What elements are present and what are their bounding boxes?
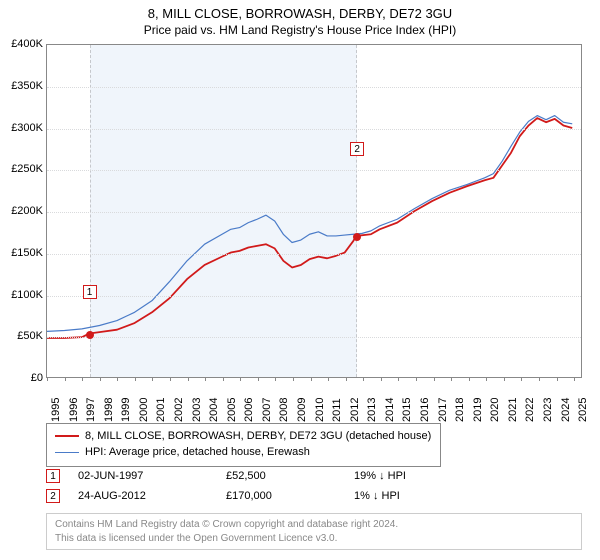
sale-point [86, 331, 94, 339]
x-axis-label: 1996 [68, 398, 80, 422]
y-axis-label: £200K [3, 205, 43, 217]
x-axis-label: 2017 [437, 398, 449, 422]
series-hpi [47, 116, 572, 332]
y-axis-label: £400K [3, 38, 43, 50]
x-axis-label: 1998 [103, 398, 115, 422]
sales-row: 1 02-JUN-1997 £52,500 19% ↓ HPI [46, 466, 454, 486]
sale-marker-cell: 1 [46, 469, 60, 483]
y-axis-label: £150K [3, 247, 43, 259]
chart-lines-svg [47, 45, 581, 377]
x-axis-label: 2004 [208, 398, 220, 422]
x-axis-label: 2019 [472, 398, 484, 422]
sale-date: 02-JUN-1997 [78, 470, 208, 482]
x-axis-label: 2007 [261, 398, 273, 422]
legend-item: 8, MILL CLOSE, BORROWASH, DERBY, DE72 3G… [55, 428, 432, 444]
x-axis-label: 2011 [331, 398, 343, 422]
x-axis-label: 2021 [507, 398, 519, 422]
x-axis-label: 2006 [243, 398, 255, 422]
legend-label: HPI: Average price, detached house, Erew… [85, 446, 310, 458]
footer-line1: Contains HM Land Registry data © Crown c… [55, 518, 573, 532]
footer-line2: This data is licensed under the Open Gov… [55, 532, 573, 546]
x-axis-label: 2016 [419, 398, 431, 422]
x-axis-label: 2010 [314, 398, 326, 422]
x-axis-label: 2023 [542, 398, 554, 422]
legend-swatch [55, 435, 79, 437]
chart-plot-area: 12 [46, 44, 582, 378]
x-axis-label: 1995 [50, 398, 62, 422]
y-axis-label: £100K [3, 289, 43, 301]
y-axis-label: £0 [3, 372, 43, 384]
series-property [47, 118, 572, 338]
sale-marker-cell: 2 [46, 489, 60, 503]
sale-hpi-delta: 1% ↓ HPI [354, 490, 454, 502]
x-axis-label: 2020 [489, 398, 501, 422]
x-axis-label: 2013 [366, 398, 378, 422]
x-axis-label: 2014 [384, 398, 396, 422]
legend-item: HPI: Average price, detached house, Erew… [55, 444, 432, 460]
x-axis-label: 2001 [155, 398, 167, 422]
x-axis-label: 2008 [278, 398, 290, 422]
x-axis-label: 1997 [85, 398, 97, 422]
sales-table: 1 02-JUN-1997 £52,500 19% ↓ HPI 2 24-AUG-2012… [46, 466, 454, 506]
y-axis-label: £50K [3, 330, 43, 342]
sale-marker: 1 [83, 285, 97, 299]
chart-subtitle: Price paid vs. HM Land Registry's House … [0, 21, 600, 41]
legend-label: 8, MILL CLOSE, BORROWASH, DERBY, DE72 3G… [85, 430, 431, 442]
y-axis-label: £300K [3, 122, 43, 134]
sale-marker: 2 [350, 142, 364, 156]
x-axis-label: 2005 [226, 398, 238, 422]
sales-row: 2 24-AUG-2012 £170,000 1% ↓ HPI [46, 486, 454, 506]
legend: 8, MILL CLOSE, BORROWASH, DERBY, DE72 3G… [46, 423, 441, 467]
x-axis-label: 2012 [349, 398, 361, 422]
x-axis-label: 2003 [191, 398, 203, 422]
y-axis-label: £350K [3, 80, 43, 92]
x-axis-label: 2000 [138, 398, 150, 422]
x-axis-label: 1999 [120, 398, 132, 422]
chart-title: 8, MILL CLOSE, BORROWASH, DERBY, DE72 3G… [0, 0, 600, 21]
x-axis-label: 2022 [524, 398, 536, 422]
sale-point [353, 233, 361, 241]
sale-date: 24-AUG-2012 [78, 490, 208, 502]
x-axis-label: 2009 [296, 398, 308, 422]
footer-attribution: Contains HM Land Registry data © Crown c… [46, 513, 582, 550]
x-axis-label: 2002 [173, 398, 185, 422]
x-axis-label: 2024 [560, 398, 572, 422]
x-axis-label: 2015 [401, 398, 413, 422]
x-axis-label: 2018 [454, 398, 466, 422]
legend-swatch [55, 452, 79, 453]
sale-hpi-delta: 19% ↓ HPI [354, 470, 454, 482]
y-axis-label: £250K [3, 163, 43, 175]
sale-price: £52,500 [226, 470, 336, 482]
x-axis-label: 2025 [577, 398, 589, 422]
sale-price: £170,000 [226, 490, 336, 502]
